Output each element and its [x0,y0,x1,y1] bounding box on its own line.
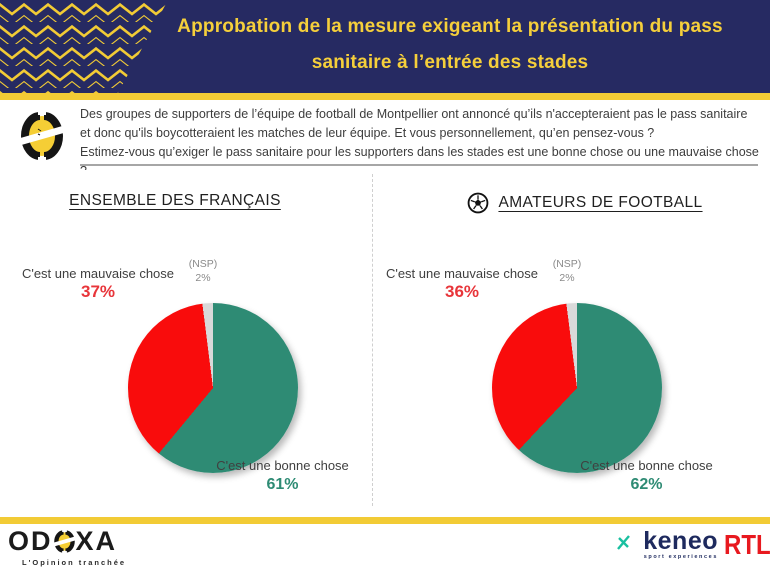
horizontal-rule [80,164,758,166]
rtl-logo: RTL [724,530,770,562]
gold-divider-strip [0,93,770,100]
panel-header-amateurs-label: AMATEURS DE FOOTBALL [498,194,703,211]
soccer-ball-icon [468,192,489,214]
question-block: Des groupes de supporters de l’équipe de… [0,100,770,178]
label-nsp-amateurs-text: (NSP) [552,258,582,270]
charts-area: ENSEMBLE DES FRANÇAIS AMATEURS DE FOOTBA… [0,170,770,517]
keneo-logo: keneo sport experiences [617,527,718,560]
label-nsp-ensemble-text: (NSP) [188,258,218,270]
label-mauvaise-amateurs-text: C'est une mauvaise chose [385,266,539,281]
question-line1: Des groupes de supporters de l’équipe de… [80,107,748,121]
odoxa-o-mini-icon [53,529,75,554]
odoxa-logo: OD XA L'Opinion tranchée [8,526,126,567]
pie-chart-amateurs [492,303,662,473]
value-bonne-amateurs: 62% [630,476,663,493]
keneo-spark-icon [617,535,630,550]
value-mauvaise-amateurs: 36% [444,282,480,301]
page-title: Approbation de la mesure exigeant la pré… [140,9,760,81]
value-nsp-amateurs: 2% [559,272,575,284]
label-bonne-amateurs-text: C'est une bonne chose [580,458,713,473]
vertical-dashed-divider [372,174,373,506]
pie-chart-ensemble [128,303,298,473]
question-line2: et donc qu'ils boycotteraient les matche… [80,126,655,140]
label-mauvaise-amateurs: C'est une mauvaise chose 36% [372,266,552,300]
odoxa-text-end: XA [75,526,118,556]
page-title-line1: Approbation de la mesure exigeant la pré… [177,16,723,37]
label-bonne-ensemble-text: C'est une bonne chose [216,458,349,473]
value-bonne-ensemble: 61% [266,476,299,493]
value-mauvaise-ensemble: 37% [80,282,116,301]
odoxa-tagline: L'Opinion tranchée [22,558,127,567]
label-bonne-ensemble: C'est une bonne chose 61% [195,458,370,493]
question-text: Des groupes de supporters de l’équipe de… [80,105,760,181]
page-title-line2: sanitaire à l’entrée des stades [311,52,589,73]
odoxa-wordmark: OD XA [8,526,126,557]
label-nsp-amateurs: (NSP) 2% [532,257,602,285]
value-nsp-ensemble: 2% [195,272,211,284]
footer: OD XA L'Opinion tranchée keneo [0,524,770,574]
panel-header-ensemble-label: ENSEMBLE DES FRANÇAIS [69,192,281,209]
label-mauvaise-ensemble-text: C'est une mauvaise chose [21,266,175,281]
odoxa-text-start: OD [8,526,53,556]
label-mauvaise-ensemble: C'est une mauvaise chose 37% [8,266,188,300]
keneo-wordmark: keneo [643,527,718,555]
keneo-tagline: sport experiences [643,554,718,560]
label-bonne-amateurs: C'est une bonne chose 62% [559,458,734,493]
panel-header-ensemble: ENSEMBLE DES FRANÇAIS [55,192,295,210]
header-banner: Approbation de la mesure exigeant la pré… [0,0,770,93]
gold-footer-strip [0,517,770,524]
panel-header-amateurs: AMATEURS DE FOOTBALL [435,192,735,214]
label-nsp-ensemble: (NSP) 2% [168,257,238,285]
chevron-pattern-decoration [0,0,168,93]
odoxa-o-icon [20,109,64,163]
